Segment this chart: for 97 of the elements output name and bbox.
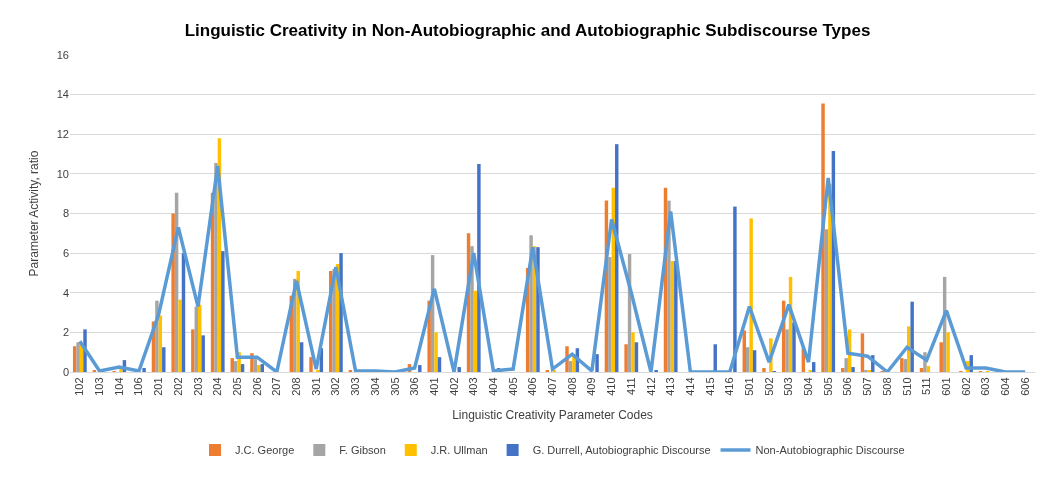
x-tick-label: 404 [487, 377, 499, 396]
bar [309, 357, 313, 372]
y-axis-title: Parameter Activity, ratio [27, 150, 42, 277]
bar [749, 218, 753, 372]
x-tick-label: 606 [1018, 377, 1031, 396]
bar [434, 332, 438, 372]
bar [939, 342, 943, 372]
bar [674, 261, 678, 372]
y-tick-label: 2 [62, 326, 69, 339]
bar [946, 332, 950, 372]
bar [733, 206, 737, 372]
x-tick-label: 601 [939, 377, 952, 396]
x-tick-label: 402 [447, 377, 460, 396]
x-tick-label: 207 [270, 377, 283, 396]
y-tick-label: 16 [56, 48, 69, 61]
bar [142, 368, 146, 372]
x-tick-label: 501 [743, 377, 756, 396]
bar [76, 342, 80, 372]
bar [631, 332, 635, 372]
bar [926, 366, 931, 372]
chart-title: Linguistic Creativity in Non-Autobiographic and Autobiographic Subdiscourse Types [184, 20, 871, 40]
bar [595, 354, 599, 372]
x-tick-label: 504 [802, 377, 815, 396]
y-tick-label: 6 [62, 246, 69, 259]
x-tick-label: 503 [782, 377, 795, 396]
x-tick-label: 202 [171, 377, 184, 396]
x-tick-label: 409 [585, 377, 598, 396]
x-tick-label: 507 [861, 377, 874, 396]
bar [910, 301, 914, 372]
x-tick-label: 208 [290, 377, 303, 396]
x-tick-label: 411 [624, 377, 637, 395]
x-tick-label: 408 [565, 377, 578, 396]
legend-label: G. Durrell, Autobiographic Discourse [532, 444, 711, 457]
legend-label: J.C. George [235, 444, 295, 457]
x-tick-label: 401 [427, 377, 440, 396]
bar [171, 213, 175, 372]
x-tick-label: 301 [309, 377, 322, 396]
x-tick-label: 412 [644, 377, 657, 396]
y-tick-label: 0 [62, 365, 69, 378]
x-tick-label: 102 [73, 377, 86, 396]
bar [457, 367, 461, 372]
bar [418, 365, 422, 372]
x-tick-label: 106 [132, 377, 145, 396]
x-tick-label: 403 [467, 377, 480, 396]
x-tick-label: 206 [250, 377, 263, 396]
x-tick-label: 406 [526, 377, 539, 396]
x-tick-label: 506 [841, 377, 854, 396]
x-tick-label: 407 [546, 377, 559, 396]
x-axis-title: Linguistic Creativity Parameter Codes [452, 407, 653, 422]
x-tick-label: 302 [329, 377, 342, 396]
bar [477, 163, 481, 372]
x-tick-label: 303 [349, 377, 362, 396]
legend-label: Non-Autobiographic Discourse [755, 444, 905, 457]
x-tick-label: 304 [368, 377, 381, 396]
bar [851, 367, 855, 372]
x-tick-label: 602 [959, 377, 972, 396]
bar [191, 329, 195, 372]
x-tick-label: 604 [999, 377, 1012, 396]
x-tick-label: 204 [211, 377, 224, 396]
x-tick-label: 413 [664, 377, 677, 396]
bar [844, 358, 848, 372]
x-tick-label: 508 [880, 377, 893, 396]
legend-label: J.R. Ullman [430, 444, 488, 457]
legend-label: F. Gibson [339, 444, 386, 457]
y-tick-label: 8 [62, 207, 69, 220]
y-tick-label: 12 [56, 128, 69, 141]
x-tick-label: 405 [506, 377, 519, 396]
y-tick-label: 10 [56, 167, 69, 180]
x-tick-label: 502 [762, 377, 775, 396]
x-tick-label: 603 [979, 377, 992, 396]
bar [785, 329, 789, 372]
x-tick-label: 505 [821, 377, 834, 396]
x-tick-label: 103 [93, 377, 106, 396]
bar [178, 299, 182, 372]
y-tick-label: 4 [62, 286, 69, 299]
x-tick-label: 305 [388, 377, 401, 396]
x-tick-label: 201 [152, 377, 165, 396]
x-tick-label: 414 [683, 377, 696, 396]
x-tick-label: 415 [703, 377, 716, 396]
x-tick-label: 104 [112, 377, 125, 396]
line-series [78, 164, 1027, 372]
x-tick-label: 205 [230, 377, 243, 396]
y-tick-label: 14 [56, 88, 69, 101]
bar [762, 368, 766, 372]
bar [792, 322, 796, 372]
x-tick-label: 203 [191, 377, 204, 396]
bar [608, 257, 612, 372]
x-tick-label: 510 [900, 377, 913, 396]
bar [214, 162, 218, 372]
bar [201, 335, 205, 372]
bar [624, 344, 628, 372]
x-tick-label: 306 [408, 377, 421, 396]
bar [162, 347, 166, 372]
x-tick-label: 410 [605, 377, 618, 396]
x-tick-label: 416 [723, 377, 736, 396]
x-tick-label: 511 [920, 377, 933, 395]
bar [221, 251, 225, 372]
